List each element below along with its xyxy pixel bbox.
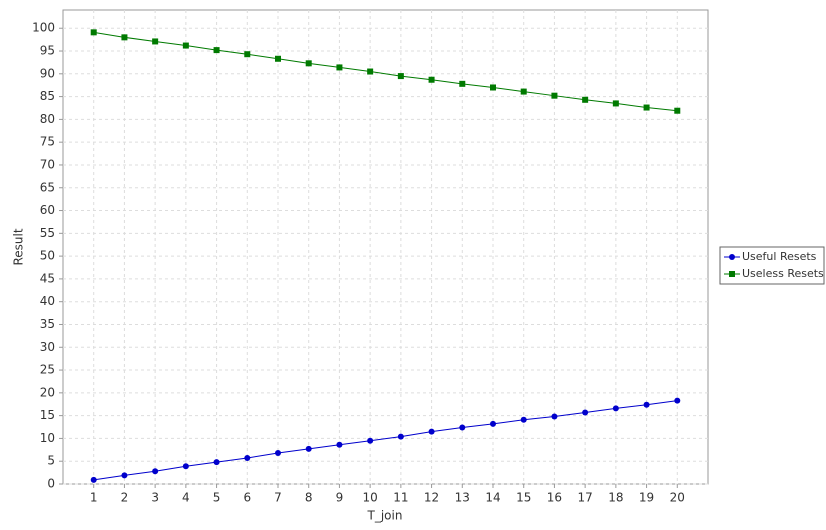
point bbox=[244, 51, 251, 58]
point bbox=[674, 107, 681, 114]
point bbox=[121, 472, 128, 479]
point bbox=[551, 92, 558, 99]
x-tick-label: 5 bbox=[213, 491, 221, 505]
y-tick-label: 60 bbox=[40, 203, 55, 217]
plot-area bbox=[62, 9, 709, 485]
x-tick-label: 17 bbox=[578, 491, 593, 505]
x-tick-label: 1 bbox=[90, 491, 98, 505]
point bbox=[612, 405, 619, 412]
point bbox=[729, 271, 735, 277]
x-tick-label: 14 bbox=[485, 491, 500, 505]
x-tick-label: 4 bbox=[182, 491, 190, 505]
point bbox=[643, 104, 650, 111]
legend-label: Useless Resets bbox=[742, 267, 824, 280]
x-tick-label: 20 bbox=[670, 491, 685, 505]
y-tick-label: 65 bbox=[40, 180, 55, 194]
point bbox=[367, 437, 374, 444]
point bbox=[643, 401, 650, 408]
y-tick-label: 10 bbox=[40, 431, 55, 445]
x-tick-label: 13 bbox=[455, 491, 470, 505]
y-tick-label: 45 bbox=[40, 271, 55, 285]
point bbox=[459, 424, 466, 431]
y-tick-label: 55 bbox=[40, 226, 55, 240]
y-tick-label: 30 bbox=[40, 340, 55, 354]
y-tick-label: 80 bbox=[40, 112, 55, 126]
point bbox=[305, 445, 312, 452]
legend bbox=[719, 246, 825, 285]
point bbox=[90, 476, 97, 483]
y-tick-label: 95 bbox=[40, 44, 55, 58]
y-tick-label: 20 bbox=[40, 385, 55, 399]
point bbox=[582, 96, 589, 103]
x-tick-label: 12 bbox=[424, 491, 439, 505]
point bbox=[490, 420, 496, 427]
y-tick-label: 85 bbox=[40, 89, 55, 103]
point bbox=[152, 38, 159, 45]
x-tick-label: 19 bbox=[639, 491, 654, 505]
point bbox=[275, 450, 281, 457]
point bbox=[551, 413, 558, 420]
series-line bbox=[93, 31, 678, 112]
point bbox=[182, 463, 189, 470]
point bbox=[336, 64, 343, 71]
y-tick-label: 100 bbox=[32, 21, 55, 35]
x-tick-label: 6 bbox=[243, 491, 251, 505]
y-tick-label: 5 bbox=[47, 454, 55, 468]
y-axis-label: Result bbox=[12, 228, 26, 265]
point bbox=[490, 84, 496, 91]
x-tick-label: 15 bbox=[516, 491, 531, 505]
y-tick-label: 75 bbox=[40, 135, 55, 149]
y-tick-label: 50 bbox=[40, 249, 55, 263]
x-tick-label: 3 bbox=[151, 491, 159, 505]
point bbox=[397, 433, 404, 440]
point bbox=[305, 60, 312, 67]
series-line bbox=[93, 400, 678, 481]
point bbox=[397, 73, 404, 80]
x-tick-label: 11 bbox=[393, 491, 408, 505]
y-tick-label: 25 bbox=[40, 363, 55, 377]
point bbox=[182, 42, 189, 49]
x-tick-label: 16 bbox=[547, 491, 562, 505]
point bbox=[428, 428, 435, 435]
y-tick-label: 90 bbox=[40, 66, 55, 80]
point bbox=[275, 55, 281, 62]
y-tick-label: 70 bbox=[40, 157, 55, 171]
point bbox=[121, 34, 128, 41]
point bbox=[612, 100, 619, 107]
y-tick-label: 35 bbox=[40, 317, 55, 331]
x-tick-label: 8 bbox=[305, 491, 313, 505]
point bbox=[582, 409, 589, 416]
point bbox=[520, 416, 527, 423]
x-axis-label: T_join bbox=[367, 509, 403, 523]
point bbox=[428, 76, 435, 83]
point bbox=[674, 397, 681, 404]
point bbox=[729, 254, 735, 260]
x-tick-label: 9 bbox=[336, 491, 344, 505]
point bbox=[459, 80, 466, 87]
legend-label: Useful Resets bbox=[742, 250, 817, 263]
point bbox=[367, 68, 374, 75]
y-tick-label: 40 bbox=[40, 294, 55, 308]
point bbox=[213, 47, 220, 54]
point bbox=[336, 441, 343, 448]
x-tick-label: 18 bbox=[608, 491, 623, 505]
point bbox=[213, 459, 220, 466]
point bbox=[244, 455, 251, 462]
point bbox=[520, 88, 527, 95]
y-tick-label: 15 bbox=[40, 408, 55, 422]
x-tick-label: 7 bbox=[274, 491, 282, 505]
point bbox=[152, 468, 159, 475]
y-tick-label: 0 bbox=[47, 477, 55, 491]
x-tick-label: 2 bbox=[121, 491, 129, 505]
x-tick-label: 10 bbox=[363, 491, 378, 505]
point bbox=[90, 29, 97, 36]
